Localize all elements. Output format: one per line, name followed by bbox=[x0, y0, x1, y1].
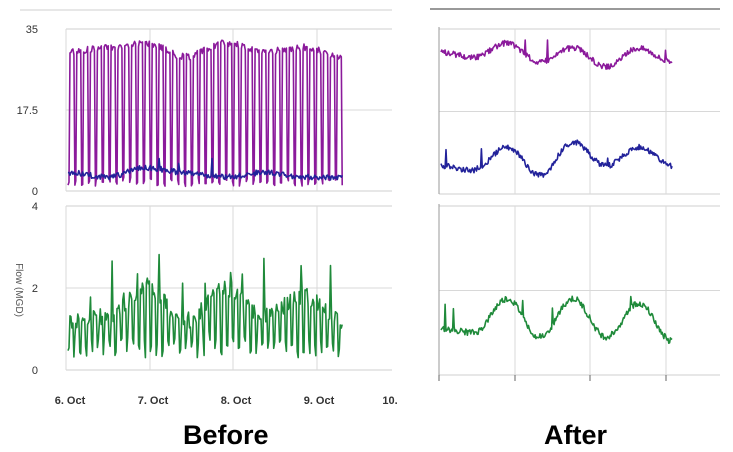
after-top-chart bbox=[438, 27, 720, 195]
y-tick-label: 35 bbox=[26, 24, 38, 36]
series-line bbox=[67, 253, 343, 359]
x-tick-label: 6. Oct bbox=[55, 395, 86, 407]
before-bottom-chart: 4 2 0 Flow (MGD) 6. Oct 7. Oct 8. Oct 9. Oct 10. bbox=[13, 201, 398, 407]
x-tick-label: 7. Oct bbox=[138, 395, 169, 407]
y-axis-label: Flow (MGD) bbox=[13, 263, 24, 317]
series-line bbox=[440, 39, 673, 70]
y-tick-label: 2 bbox=[32, 283, 38, 295]
x-tick-label: 9. Oct bbox=[304, 395, 335, 407]
series-line bbox=[440, 139, 673, 178]
x-tick-label: 10. bbox=[382, 395, 397, 407]
y-tick-label: 17.5 bbox=[17, 105, 38, 117]
series-line bbox=[67, 39, 343, 188]
y-tick-label: 0 bbox=[32, 365, 38, 377]
before-top-chart: 35 17.5 0 bbox=[17, 24, 392, 198]
before-caption: Before bbox=[183, 420, 269, 450]
series-line bbox=[440, 295, 673, 344]
series-line bbox=[67, 157, 343, 181]
after-bottom-chart bbox=[438, 204, 720, 381]
y-tick-label: 0 bbox=[32, 186, 38, 198]
x-tick-label: 8. Oct bbox=[221, 395, 252, 407]
after-caption: After bbox=[544, 420, 608, 450]
comparison-figure: 35 17.5 0 4 2 0 Flow (MGD) 6. Oct 7. Oct 8. Oct 9… bbox=[13, 8, 720, 407]
y-tick-label: 4 bbox=[32, 201, 38, 213]
